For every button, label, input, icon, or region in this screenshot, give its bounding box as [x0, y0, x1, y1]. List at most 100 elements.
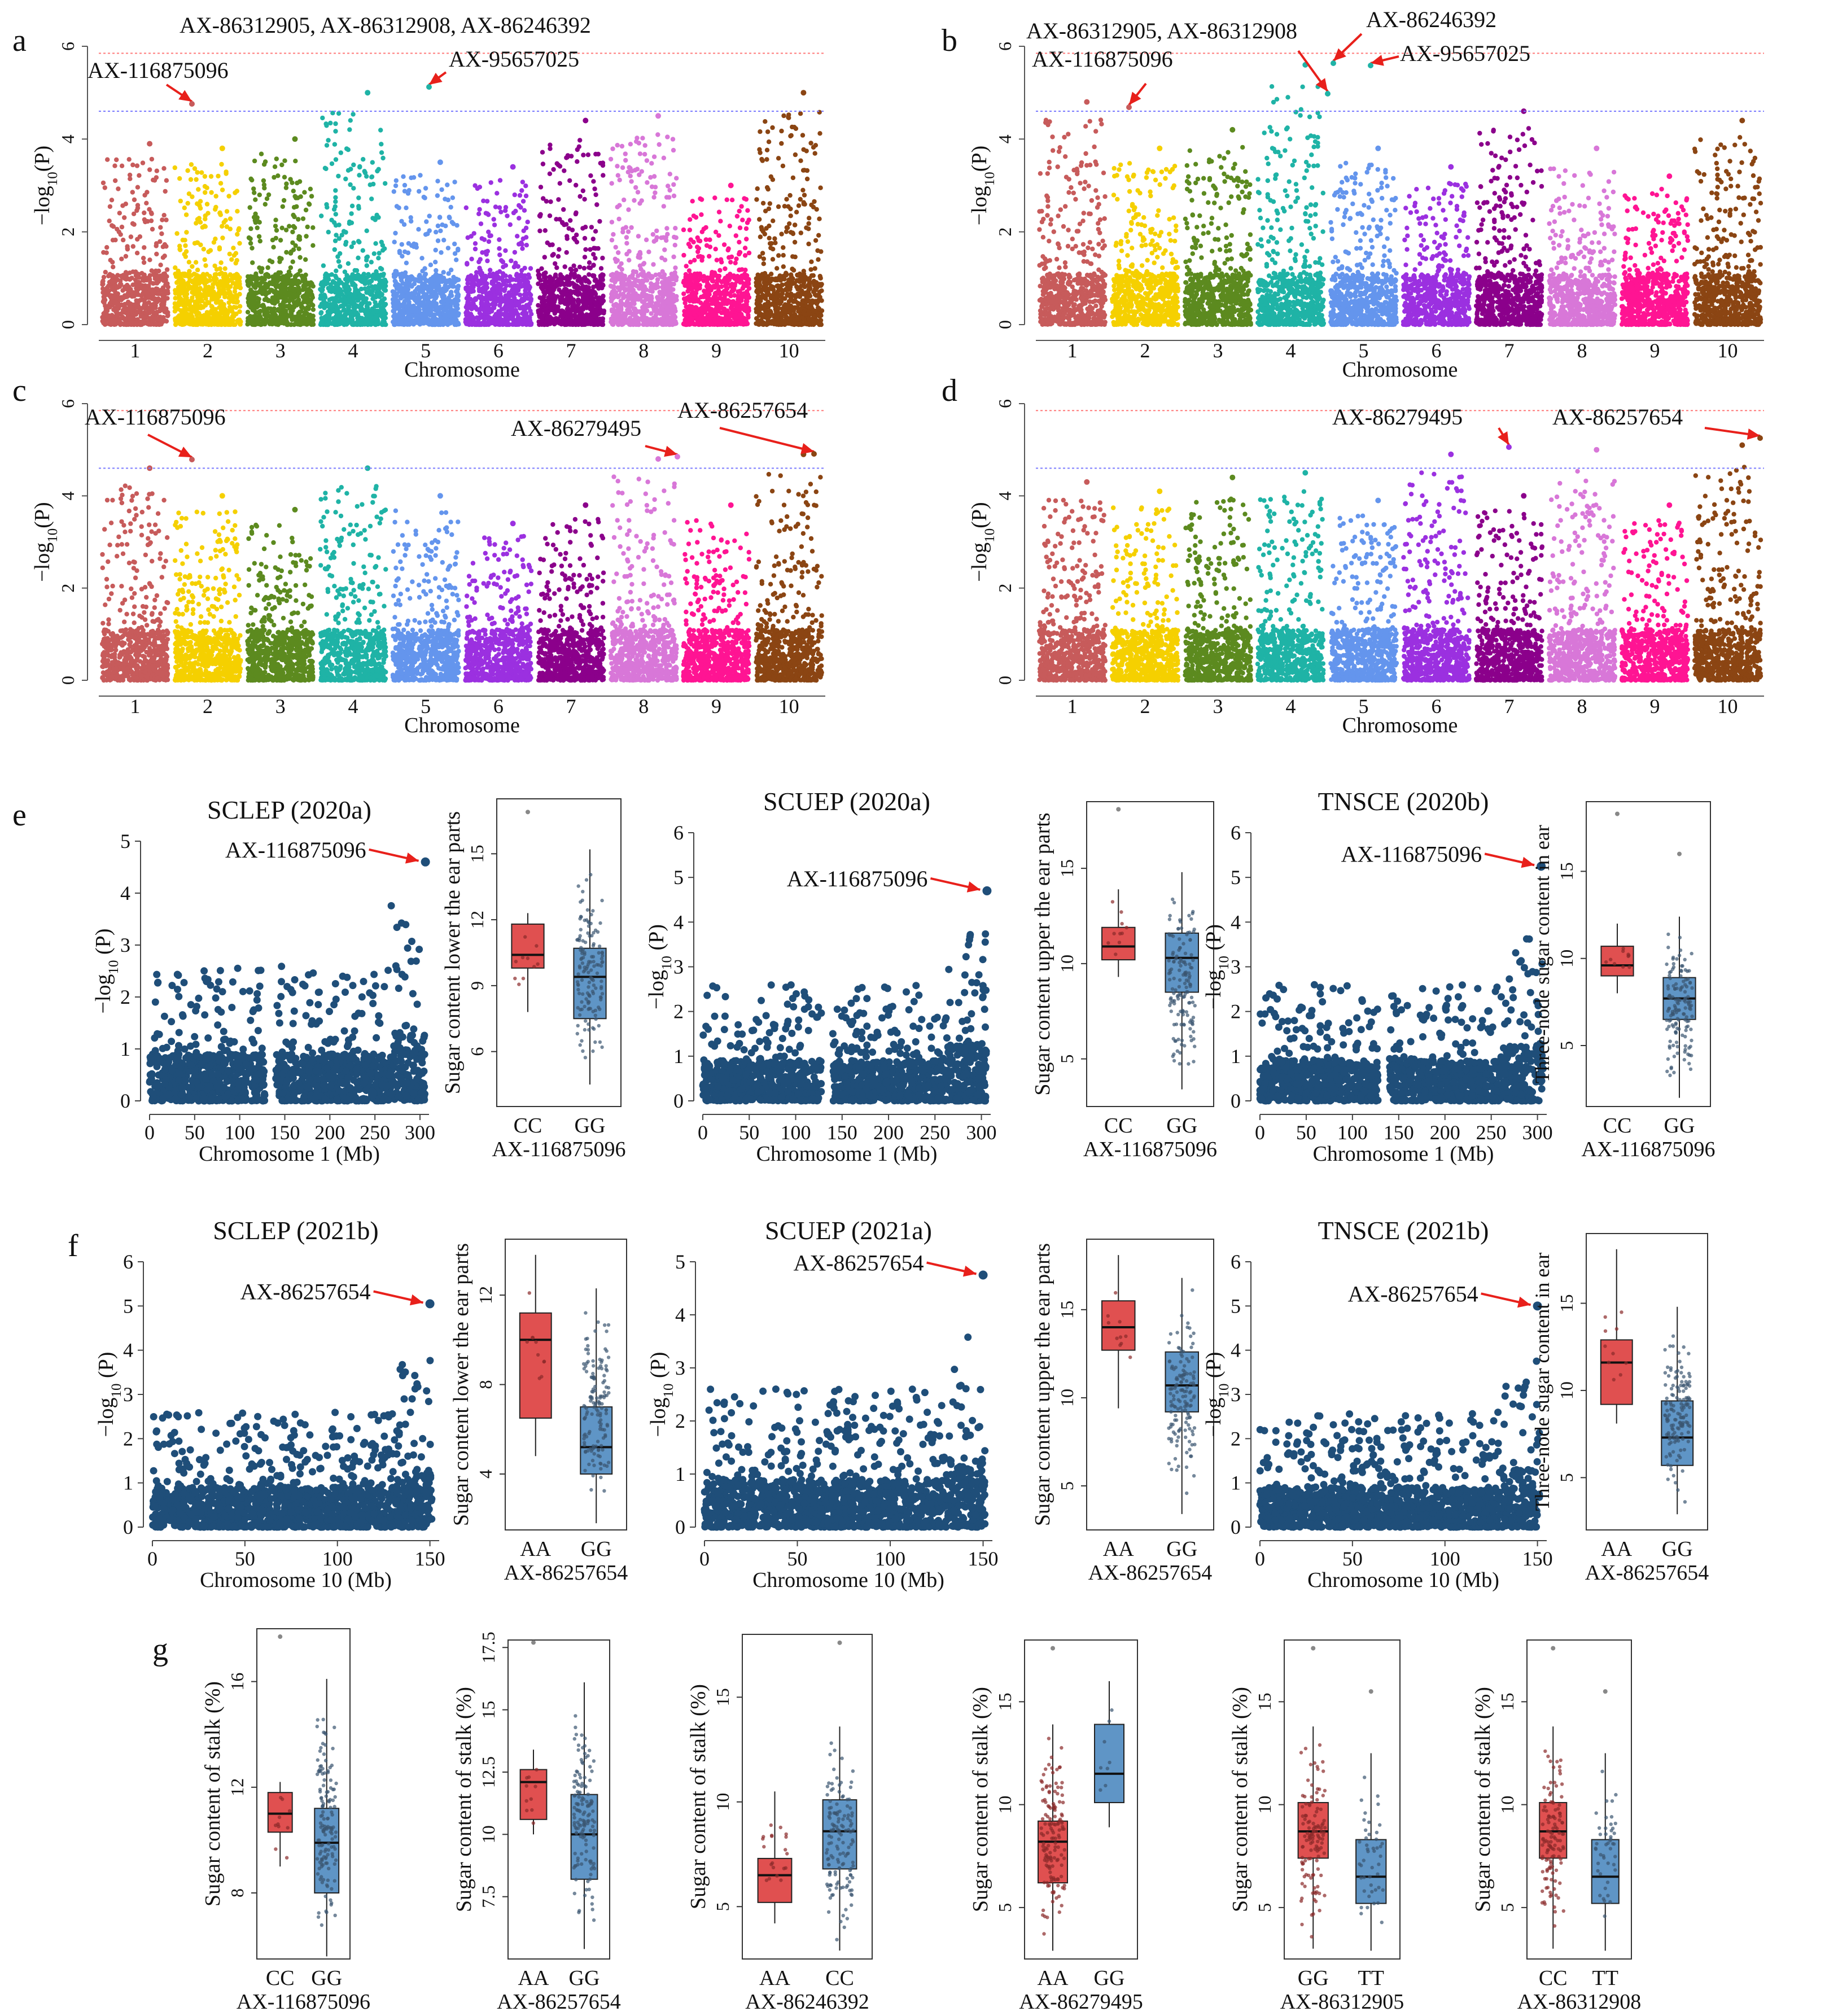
- snp-point: [100, 286, 105, 291]
- snp-point: [104, 321, 108, 326]
- snp-point: [112, 307, 117, 312]
- snp-point: [116, 186, 120, 191]
- chromosome-tick-label: 2: [203, 339, 213, 362]
- snp-point: [119, 232, 123, 237]
- chromosome-tick-label: 7: [566, 339, 576, 362]
- snp-point: [154, 322, 159, 327]
- snp-point: [142, 303, 146, 308]
- snp-point: [155, 169, 159, 173]
- chromosome-tick-label: 9: [711, 339, 721, 362]
- snp-point: [158, 225, 163, 230]
- snp-point: [160, 298, 165, 303]
- snp-point: [103, 317, 108, 322]
- snp-point: [142, 245, 146, 250]
- snp-point: [135, 299, 140, 303]
- snp-point: [161, 166, 166, 170]
- snp-point: [152, 178, 157, 182]
- snp-point: [128, 277, 132, 282]
- snp-point: [163, 308, 167, 313]
- snp-point: [142, 260, 146, 265]
- snp-point: [144, 201, 148, 205]
- snp-point: [142, 211, 146, 215]
- snp-point: [203, 263, 208, 268]
- snp-point: [114, 158, 119, 162]
- snp-point: [116, 306, 121, 311]
- snp-point: [111, 238, 115, 242]
- snp-point: [101, 299, 106, 304]
- snp-point: [105, 313, 110, 317]
- snp-point: [199, 170, 204, 175]
- snp-point: [113, 318, 118, 322]
- snp-point: [126, 301, 130, 306]
- snp-point: [117, 211, 122, 215]
- chromosome-tick-label: 4: [348, 339, 358, 362]
- snp-point: [111, 265, 115, 269]
- snp-point: [131, 244, 135, 248]
- snp-point: [132, 212, 136, 216]
- snp-point: [130, 307, 134, 311]
- snp-point: [120, 203, 125, 208]
- snp-point: [130, 294, 134, 299]
- snp-point: [203, 257, 207, 262]
- snp-point: [155, 274, 160, 279]
- snp-point: [108, 272, 112, 277]
- snp-point: [125, 307, 129, 311]
- snp-point: [154, 243, 159, 248]
- snp-point: [141, 286, 145, 291]
- snp-point: [102, 275, 106, 279]
- snp-point: [143, 220, 147, 224]
- snp-point: [104, 251, 109, 255]
- snp-point: [141, 278, 145, 283]
- chromosome-tick-label: 8: [638, 339, 649, 362]
- snp-point: [156, 269, 161, 273]
- snp-point: [145, 321, 150, 326]
- snp-point: [147, 295, 151, 300]
- snp-point: [163, 189, 168, 194]
- snp-point: [135, 237, 139, 242]
- snp-point: [162, 288, 167, 293]
- snp-point: [156, 291, 161, 296]
- snp-point: [150, 157, 154, 161]
- snp-point: [120, 288, 125, 292]
- snp-point: [135, 203, 140, 207]
- snp-point: [121, 296, 125, 300]
- panel-letter-f: f: [68, 1228, 78, 1263]
- snp-point: [164, 217, 168, 222]
- snp-point: [113, 290, 117, 295]
- snp-point: [149, 218, 154, 223]
- snp-point: [134, 284, 139, 288]
- snp-point: [120, 225, 124, 229]
- snp-point: [141, 160, 145, 165]
- snp-point: [122, 215, 126, 220]
- snp-point: [132, 222, 136, 226]
- snp-point: [159, 231, 164, 236]
- snp-point: [147, 257, 152, 262]
- snp-point: [151, 288, 155, 293]
- figure-canvas: a bc defg1 2 3 4 5 6 7 8 9 100246Chromosome−log10(P…: [0, 0, 1838, 2016]
- snp-point: [128, 177, 132, 181]
- snp-point: [125, 294, 129, 298]
- snp-point: [119, 257, 124, 261]
- snp-point: [101, 181, 106, 185]
- snp-point: [132, 198, 137, 202]
- snp-point: [104, 245, 109, 250]
- snp-point: [203, 174, 207, 178]
- snp-point: [105, 290, 110, 294]
- panel-letter-a: a: [12, 23, 27, 58]
- snp-point: [164, 178, 169, 183]
- snp-point: [149, 211, 154, 216]
- snp-point: [123, 322, 128, 327]
- snp-point: [137, 173, 141, 178]
- chromosome-tick-label: 3: [275, 339, 286, 362]
- snp-point: [141, 256, 146, 260]
- snp-point: [158, 318, 163, 322]
- snp-point: [103, 304, 107, 308]
- snp-point: [187, 260, 191, 264]
- snp-point: [195, 170, 199, 174]
- snp-point: [113, 178, 117, 183]
- chromosome-peak-point: [147, 141, 152, 147]
- snp-point: [124, 272, 129, 277]
- snp-point: [209, 174, 213, 178]
- snp-point: [108, 204, 112, 209]
- snp-point: [162, 213, 167, 217]
